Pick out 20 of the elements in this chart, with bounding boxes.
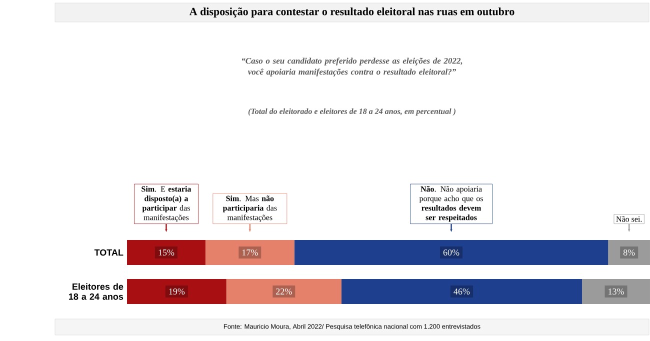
y-tick-label: TOTAL	[94, 249, 124, 256]
text: Sim. Mas não participaria das manifestações	[222, 196, 277, 222]
bar	[226, 279, 342, 304]
data-label: 46%	[454, 288, 470, 295]
data-label: 17%	[242, 249, 258, 256]
data-label: 19%	[169, 288, 185, 295]
bar	[294, 240, 608, 266]
data-label: 8%	[623, 249, 635, 256]
text: Não sei.	[616, 216, 642, 222]
data-label: 60%	[443, 249, 460, 256]
data-label: 22%	[276, 288, 292, 295]
y-tick-label: Eleitores de 18 a 24 anos	[69, 283, 124, 300]
chart-title: A disposição para contestar o resultado eleitoral nas ruas em outubro	[189, 7, 514, 18]
chart-subtitle: “Caso o seu candidato preferido perdesse as eleições de 2022, você apoiaria manifestações contra o resultado eleitoral?”	[242, 58, 462, 76]
text: Não. Não apoiaria porque acho que os resultados devem ser respeitados	[419, 186, 483, 222]
bar	[341, 279, 582, 304]
data-label: 15%	[158, 249, 174, 256]
data-label: 13%	[608, 288, 624, 295]
text: (Total do eleitorado e eleitores de 18 a 24 anos, em percentual )	[248, 108, 456, 116]
text: Sim. E estaria disposto(a) a participar das manifestações	[142, 186, 192, 222]
